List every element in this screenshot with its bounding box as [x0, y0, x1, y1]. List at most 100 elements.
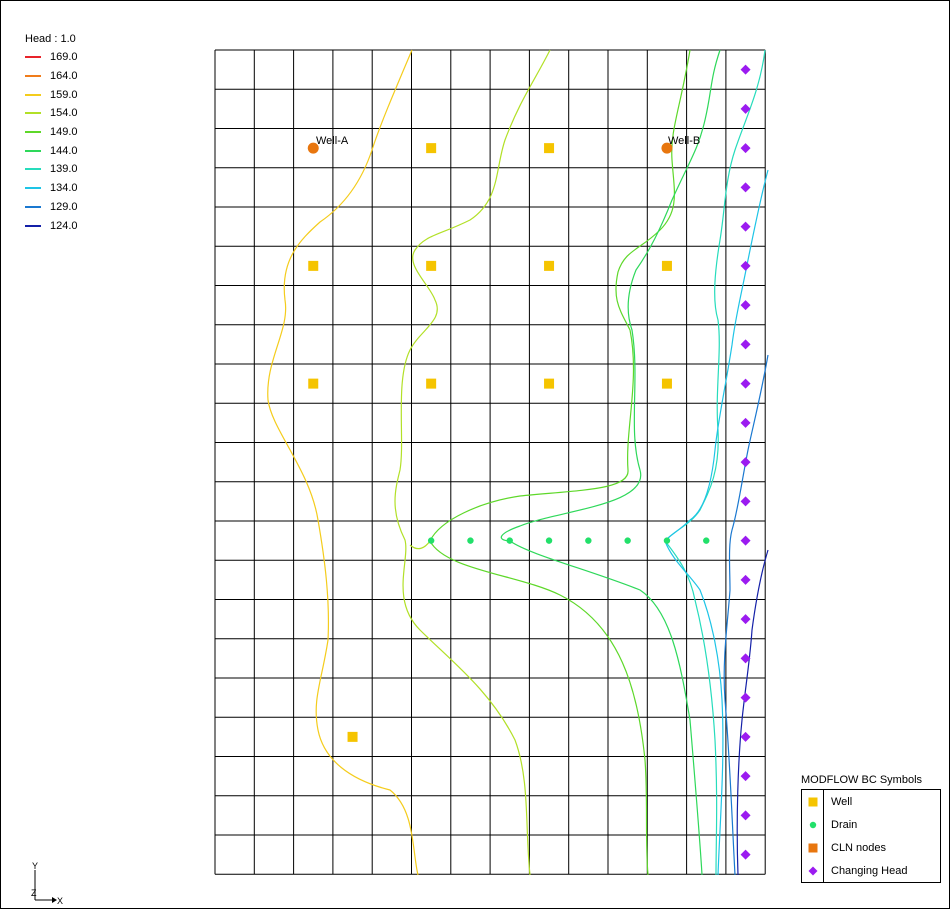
head-legend-label: 149.0	[50, 126, 78, 139]
head-contour-line	[409, 540, 431, 550]
bc-legend-item: Drain	[802, 813, 940, 836]
changing-head-marker[interactable]	[740, 535, 751, 546]
head-legend-title: Head : 1.0	[25, 33, 76, 45]
contour-swatch	[25, 75, 41, 78]
contour-swatch	[25, 131, 41, 134]
changing-head-marker[interactable]	[740, 221, 751, 232]
well-marker[interactable]	[544, 260, 555, 271]
changing-head-symbol-icon	[802, 859, 824, 882]
bc-legend-label: Changing Head	[831, 864, 908, 877]
well-marker[interactable]	[426, 143, 437, 154]
changing-head-marker[interactable]	[740, 457, 751, 468]
bc-legend-item: CLN nodes	[802, 836, 940, 859]
changing-head-marker[interactable]	[740, 339, 751, 350]
changing-head-marker[interactable]	[740, 810, 751, 821]
changing-head-marker[interactable]	[740, 260, 751, 271]
changing-head-marker[interactable]	[740, 849, 751, 860]
contour-swatch	[25, 56, 41, 59]
well-marker[interactable]	[308, 260, 319, 271]
drain-symbol-icon	[802, 813, 824, 836]
head-legend-item: 144.0	[25, 141, 78, 160]
head-legend-item: 134.0	[25, 179, 78, 198]
bc-legend-label: CLN nodes	[831, 841, 887, 854]
well-a-label: Well-A	[316, 135, 349, 147]
cln-node-marker[interactable]	[307, 142, 319, 154]
cln-node-symbol-icon	[802, 836, 824, 859]
changing-head-marker[interactable]	[740, 417, 751, 428]
axis-triad-icon: Y Z X	[31, 862, 63, 904]
bc-legend-item: Well	[802, 790, 940, 813]
changing-head-marker[interactable]	[740, 574, 751, 585]
drain-marker[interactable]	[467, 537, 474, 544]
contour-swatch	[25, 205, 41, 208]
head-legend-label: 164.0	[50, 70, 78, 83]
model-grid	[214, 49, 766, 875]
cln-node-marker[interactable]	[661, 142, 673, 154]
contour-swatch	[25, 112, 41, 115]
changing-head-marker[interactable]	[740, 731, 751, 742]
head-legend-item: 154.0	[25, 104, 78, 123]
axis-z-label: Z	[31, 888, 37, 898]
head-legend-label: 124.0	[50, 219, 78, 232]
changing-head-marker[interactable]	[740, 771, 751, 782]
head-legend: Head : 1.0 169.0 164.0 159.0 154.0 149.0…	[25, 30, 78, 235]
changing-head-marker[interactable]	[740, 143, 751, 154]
well-marker[interactable]	[544, 378, 555, 389]
well-b-label: Well-B	[668, 135, 700, 147]
head-legend-label: 144.0	[50, 144, 78, 157]
drain-marker[interactable]	[545, 537, 553, 544]
well-symbol-icon	[802, 790, 824, 813]
head-contour-line	[267, 49, 419, 876]
contour-swatch	[25, 93, 41, 96]
well-marker[interactable]	[426, 260, 437, 271]
contour-swatch	[25, 168, 41, 171]
changing-head-marker[interactable]	[740, 64, 751, 75]
head-contour-line	[664, 49, 766, 876]
axis-y-label: Y	[32, 862, 38, 871]
drain-marker[interactable]	[703, 537, 710, 544]
head-contour-line	[394, 49, 551, 876]
changing-head-marker[interactable]	[740, 614, 751, 625]
head-legend-item: 164.0	[25, 67, 78, 86]
drain-marker[interactable]	[624, 537, 631, 544]
bc-symbols-legend: MODFLOW BC Symbols Well Drain CLN nodes …	[801, 771, 941, 883]
well-marker[interactable]	[347, 731, 358, 742]
drain-marker[interactable]	[663, 537, 671, 544]
changing-head-marker[interactable]	[740, 496, 751, 507]
changing-head-marker[interactable]	[740, 378, 751, 389]
well-marker[interactable]	[544, 143, 555, 154]
head-legend-item: 129.0	[25, 198, 78, 217]
changing-head-marker[interactable]	[740, 692, 751, 703]
head-legend-label: 169.0	[50, 51, 78, 64]
head-legend-item: 139.0	[25, 160, 78, 179]
bc-legend-title: MODFLOW BC Symbols	[801, 774, 923, 786]
head-legend-label: 129.0	[50, 200, 78, 213]
drain-marker[interactable]	[585, 537, 592, 544]
well-marker[interactable]	[661, 260, 672, 271]
head-contour-line	[429, 49, 691, 876]
well-marker[interactable]	[308, 378, 319, 389]
axis-x-label: X	[57, 896, 63, 904]
head-legend-label: 134.0	[50, 182, 78, 195]
changing-head-marker[interactable]	[740, 300, 751, 311]
changing-head-marker[interactable]	[740, 103, 751, 114]
bc-legend-label: Well	[831, 795, 853, 808]
head-legend-item: 159.0	[25, 85, 78, 104]
head-legend-label: 154.0	[50, 107, 78, 120]
head-contour-line	[500, 49, 721, 876]
drain-marker[interactable]	[506, 537, 513, 544]
head-contour-line	[664, 169, 769, 876]
head-legend-label: 139.0	[50, 163, 78, 176]
head-legend-label: 159.0	[50, 88, 78, 101]
drain-marker[interactable]	[427, 537, 435, 544]
changing-head-marker[interactable]	[740, 182, 751, 193]
well-marker[interactable]	[426, 378, 437, 389]
head-contour-line	[723, 354, 769, 876]
head-legend-item: 124.0	[25, 216, 78, 235]
contour-swatch	[25, 149, 41, 152]
well-marker[interactable]	[661, 378, 672, 389]
bc-legend-box: Well Drain CLN nodes Changing Head	[801, 789, 941, 883]
bc-symbols	[307, 64, 751, 860]
changing-head-marker[interactable]	[740, 653, 751, 664]
